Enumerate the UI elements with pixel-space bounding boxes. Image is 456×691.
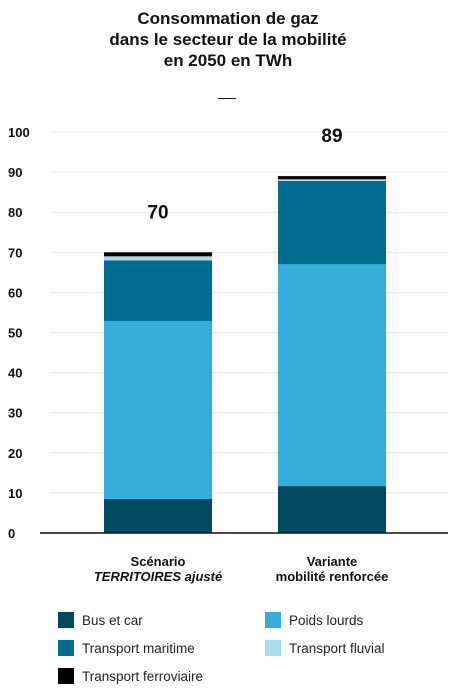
legend-item: Bus et car <box>58 612 143 628</box>
x-category-label: mobilité renforcée <box>276 569 389 584</box>
y-tick-label: 40 <box>8 366 22 381</box>
total-label: 89 <box>321 126 342 147</box>
y-tick-label: 50 <box>8 326 22 341</box>
y-tick-label: 60 <box>8 285 22 300</box>
y-tick-label: 90 <box>8 165 22 180</box>
legend-item: Transport fluvial <box>265 640 385 656</box>
y-tick-label: 30 <box>8 406 22 421</box>
chart-title: Consommation de gaz dans le secteur de l… <box>0 8 456 71</box>
legend-label: Transport ferroviaire <box>82 668 204 684</box>
total-label: 70 <box>147 202 168 223</box>
bar-segment <box>278 176 386 180</box>
legend-swatch <box>265 640 281 656</box>
bar-segment <box>278 486 386 533</box>
bar-segment <box>278 264 386 487</box>
bar-segment <box>278 179 386 181</box>
legend-label: Bus et car <box>82 612 143 628</box>
legend-swatch <box>58 612 74 628</box>
title-line-2: dans le secteur de la mobilité <box>109 30 347 49</box>
title-line-3: en 2050 en TWh <box>163 51 293 70</box>
y-tick-label: 0 <box>8 526 15 541</box>
y-tick-label: 10 <box>8 486 22 501</box>
legend-item: Transport maritime <box>58 640 195 656</box>
bar-segment <box>104 256 212 261</box>
bar-segment <box>278 180 386 265</box>
legend-label: Transport maritime <box>82 640 195 656</box>
bar-segment <box>104 252 212 257</box>
y-tick-label: 20 <box>8 446 22 461</box>
x-category-label: TERRITOIRES ajusté <box>94 569 222 584</box>
y-tick-label: 100 <box>8 125 30 140</box>
bar-segment <box>104 321 212 499</box>
legend-label: Poids lourds <box>289 612 364 628</box>
legend-item: Poids lourds <box>265 612 363 628</box>
x-category-label: Scénario <box>131 554 186 569</box>
bar-segment <box>104 498 212 533</box>
legend-item: Transport ferroviaire <box>58 668 203 684</box>
title-divider <box>218 98 236 99</box>
bar-chart: 0 10 20 30 40 50 60 70 80 90 100 70 ScénarioTERRITOI… <box>8 125 448 584</box>
y-tick-label: 70 <box>8 245 22 260</box>
legend-label: Transport fluvial <box>289 640 385 656</box>
title-line-1: Consommation de gaz <box>137 9 319 28</box>
legend-swatch <box>58 640 74 656</box>
legend-swatch <box>58 668 74 684</box>
legend-swatch <box>265 612 281 628</box>
y-tick-label: 80 <box>8 205 22 220</box>
bar-segment <box>104 260 212 322</box>
x-category-label: Variante <box>307 554 358 569</box>
